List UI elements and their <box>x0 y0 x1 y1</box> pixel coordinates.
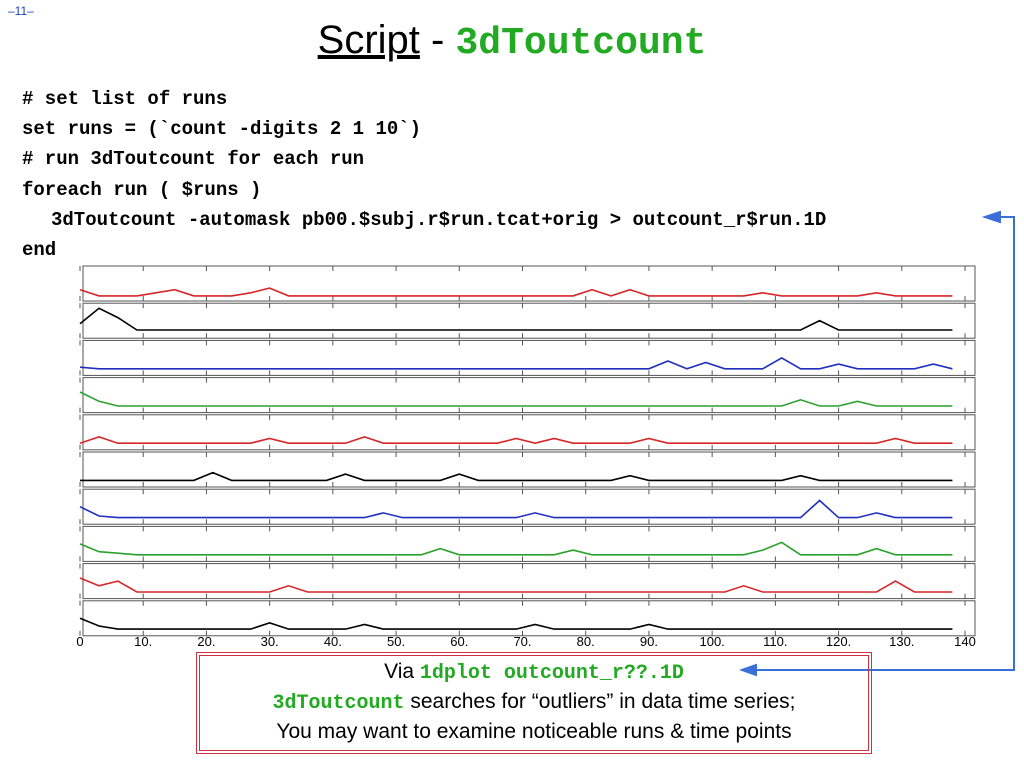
series-line <box>79 356 953 370</box>
x-tick-label: 90. <box>640 634 658 649</box>
title-code: 3dToutcount <box>455 22 707 65</box>
series-line <box>79 541 953 556</box>
script-line: # set list of runs <box>22 88 228 110</box>
panel-frame <box>82 302 976 339</box>
x-tick-label: 140 <box>954 634 976 649</box>
arrow-head <box>739 663 757 677</box>
script-line: 3dToutcount -automask pb00.$subj.r$run.t… <box>51 208 827 231</box>
arrow-head <box>981 210 1001 224</box>
script: # set list of runs set runs = (`count -d… <box>22 84 826 265</box>
caption-code: 1dplot outcount_r??.1D <box>419 662 684 685</box>
series-line <box>79 436 953 445</box>
title-main: Script <box>317 18 420 62</box>
caption-text: Via <box>384 660 415 683</box>
x-tick-label: 30. <box>261 634 279 649</box>
script-line: # run 3dToutcount for each run <box>22 148 365 171</box>
panel-frame <box>82 414 976 451</box>
series-line <box>80 471 953 482</box>
series-line <box>79 391 953 407</box>
caption: Via 1dplot outcount_r??.1D 3dToutcount s… <box>196 652 872 754</box>
caption-line: 3dToutcount searches for “outliers” in d… <box>200 688 868 718</box>
x-tick-label: 130. <box>889 634 914 649</box>
panel-frame <box>82 563 976 600</box>
script-line: end <box>22 239 57 262</box>
x-tick-label: 100. <box>699 634 724 649</box>
x-tick-label: 40. <box>324 634 342 649</box>
caption-text: searches for “outliers” in data time ser… <box>410 690 796 713</box>
x-tick-label: 10. <box>134 634 152 649</box>
panel-frame <box>82 339 976 376</box>
script-line: foreach run ( $runs ) <box>22 178 262 201</box>
caption-line: Via 1dplot outcount_r??.1D <box>200 658 868 688</box>
series-line <box>79 617 953 630</box>
panel-frame <box>82 525 976 562</box>
x-tick-label: 0 <box>76 634 83 649</box>
title: Script - 3dToutcount <box>0 18 1024 65</box>
panel-frame <box>82 265 976 302</box>
x-tick-label: 120. <box>826 634 851 649</box>
x-tick-label: 20. <box>197 634 215 649</box>
x-tick-label: 70. <box>513 634 531 649</box>
panel-frame <box>82 600 976 637</box>
caption-code: 3dToutcount <box>272 692 405 715</box>
series-line <box>79 307 953 331</box>
arrows <box>739 210 1015 677</box>
panel-frame <box>82 451 976 488</box>
script-line: set runs = (`count -digits 2 1 10`) <box>22 118 422 141</box>
series-line <box>79 499 953 519</box>
series-line <box>79 287 953 297</box>
x-tick-label: 50. <box>387 634 405 649</box>
x-tick-label: 80. <box>577 634 595 649</box>
series-line <box>79 577 953 593</box>
panel-frame <box>82 377 976 414</box>
title-separator: - <box>431 18 445 62</box>
panel-frame <box>82 488 976 525</box>
x-tick-label: 110. <box>763 634 787 649</box>
x-tick-label: 60. <box>450 634 468 649</box>
caption-line: You may want to examine noticeable runs … <box>276 720 792 743</box>
arrow-line <box>752 216 1015 671</box>
page-number: –11– <box>8 4 34 18</box>
